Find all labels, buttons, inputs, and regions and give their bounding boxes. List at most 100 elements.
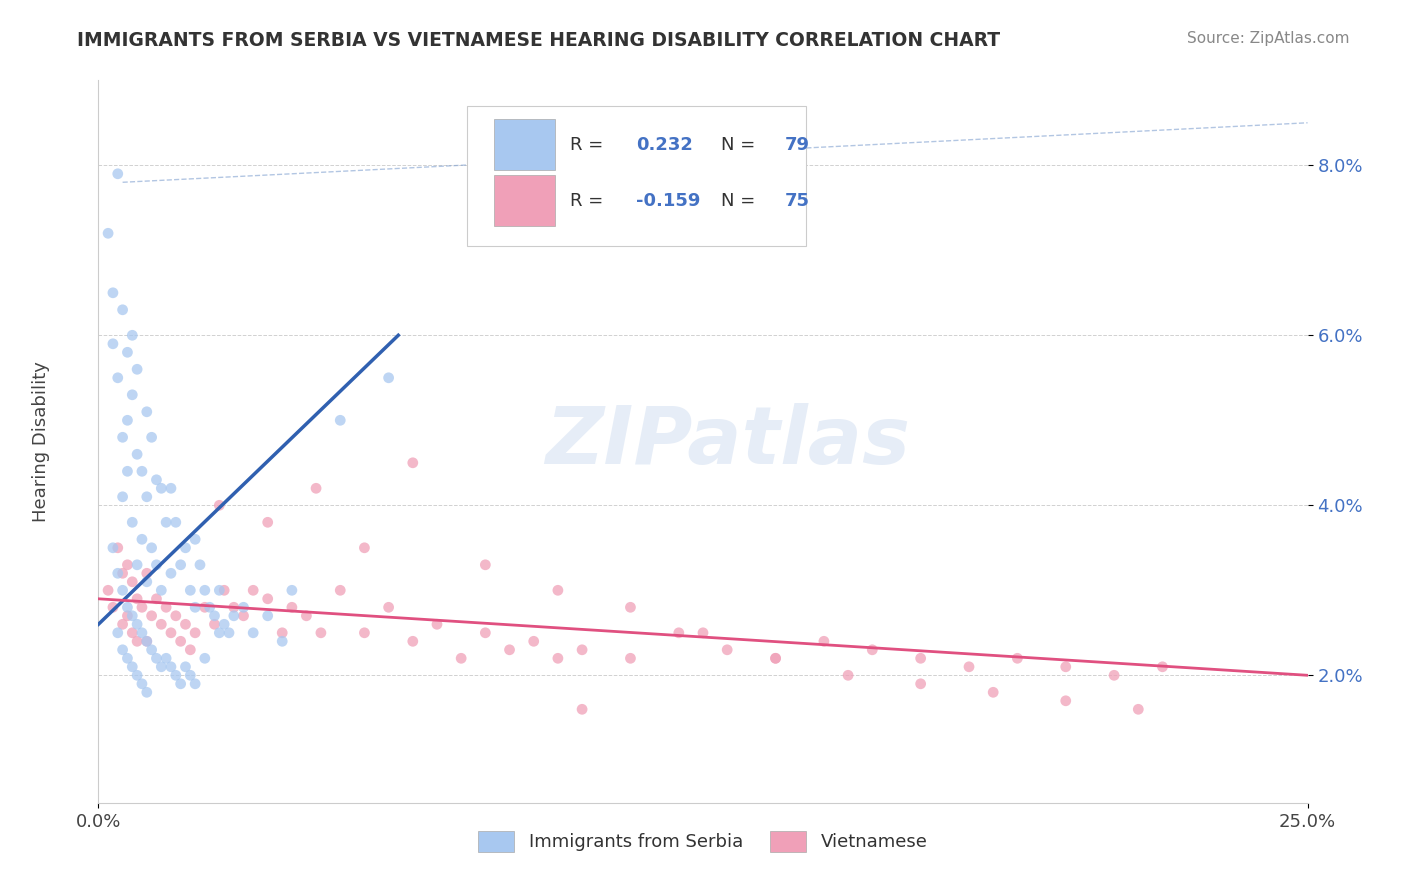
Point bbox=[547, 583, 569, 598]
Point bbox=[402, 456, 425, 470]
Point bbox=[145, 591, 167, 606]
Text: 0.232: 0.232 bbox=[637, 136, 693, 154]
Text: IMMIGRANTS FROM SERBIA VS VIETNAMESE HEARING DISABILITY CORRELATION CHART: IMMIGRANTS FROM SERBIA VS VIETNAMESE HEA… bbox=[77, 31, 1001, 50]
Point bbox=[131, 464, 153, 478]
Point bbox=[1054, 694, 1077, 708]
Point bbox=[111, 617, 134, 632]
Point bbox=[813, 634, 835, 648]
Point bbox=[212, 617, 235, 632]
Point bbox=[174, 660, 197, 674]
Point bbox=[160, 566, 183, 581]
Point bbox=[121, 608, 143, 623]
Point bbox=[184, 533, 207, 547]
Point bbox=[107, 566, 129, 581]
Point bbox=[165, 668, 187, 682]
Point bbox=[1152, 660, 1174, 674]
Point bbox=[107, 371, 129, 385]
Point bbox=[150, 660, 173, 674]
Point bbox=[295, 608, 318, 623]
Point bbox=[426, 617, 449, 632]
Point bbox=[135, 574, 157, 589]
Point bbox=[111, 430, 134, 444]
Point bbox=[135, 405, 157, 419]
Point bbox=[121, 660, 143, 674]
Point bbox=[169, 677, 191, 691]
Point bbox=[117, 558, 139, 572]
Point bbox=[117, 608, 139, 623]
Legend: Immigrants from Serbia, Vietnamese: Immigrants from Serbia, Vietnamese bbox=[471, 823, 935, 859]
Point bbox=[111, 583, 134, 598]
Point bbox=[353, 541, 375, 555]
Point bbox=[305, 481, 328, 495]
Y-axis label: Hearing Disability: Hearing Disability bbox=[32, 361, 49, 522]
Point bbox=[111, 302, 134, 317]
Point bbox=[218, 625, 240, 640]
Point bbox=[571, 642, 593, 657]
Point bbox=[860, 642, 883, 657]
Point bbox=[141, 642, 163, 657]
Point bbox=[131, 677, 153, 691]
Point bbox=[101, 336, 124, 351]
Point bbox=[271, 634, 294, 648]
Point bbox=[141, 541, 163, 555]
Point bbox=[101, 600, 124, 615]
Point bbox=[150, 583, 173, 598]
Point bbox=[155, 600, 177, 615]
Text: 75: 75 bbox=[785, 192, 810, 210]
Point bbox=[571, 702, 593, 716]
Point bbox=[145, 651, 167, 665]
Point bbox=[353, 625, 375, 640]
Point bbox=[765, 651, 787, 665]
Point bbox=[121, 574, 143, 589]
Point bbox=[232, 608, 254, 623]
Point bbox=[117, 413, 139, 427]
Point bbox=[131, 625, 153, 640]
Point bbox=[194, 583, 217, 598]
Point bbox=[910, 677, 932, 691]
Point bbox=[281, 600, 304, 615]
Point bbox=[1128, 702, 1150, 716]
Point bbox=[692, 625, 714, 640]
Point bbox=[194, 651, 217, 665]
Point bbox=[121, 625, 143, 640]
Text: R =: R = bbox=[569, 136, 609, 154]
Point bbox=[765, 651, 787, 665]
Point bbox=[174, 541, 197, 555]
Point bbox=[131, 600, 153, 615]
FancyBboxPatch shape bbox=[494, 119, 555, 170]
Point bbox=[127, 634, 149, 648]
Point bbox=[208, 583, 231, 598]
Point bbox=[135, 634, 157, 648]
Point bbox=[127, 591, 149, 606]
Point bbox=[111, 566, 134, 581]
Point bbox=[1007, 651, 1029, 665]
Point bbox=[117, 345, 139, 359]
Point bbox=[377, 371, 399, 385]
Point bbox=[165, 516, 187, 530]
Point bbox=[716, 642, 738, 657]
Point bbox=[179, 583, 201, 598]
Point bbox=[145, 473, 167, 487]
Point bbox=[145, 558, 167, 572]
Point bbox=[222, 608, 245, 623]
Point bbox=[135, 490, 157, 504]
Point bbox=[135, 634, 157, 648]
Point bbox=[523, 634, 546, 648]
Point bbox=[127, 447, 149, 461]
Point bbox=[256, 516, 278, 530]
Point bbox=[212, 583, 235, 598]
Point bbox=[1102, 668, 1125, 682]
Point bbox=[309, 625, 332, 640]
Point bbox=[155, 651, 177, 665]
Point bbox=[117, 600, 139, 615]
Point bbox=[135, 566, 157, 581]
Point bbox=[165, 608, 187, 623]
Point bbox=[135, 685, 157, 699]
FancyBboxPatch shape bbox=[494, 175, 555, 226]
Point bbox=[450, 651, 472, 665]
Point bbox=[474, 558, 496, 572]
Point bbox=[204, 608, 226, 623]
Point bbox=[121, 328, 143, 343]
Point bbox=[377, 600, 399, 615]
Text: N =: N = bbox=[721, 136, 761, 154]
